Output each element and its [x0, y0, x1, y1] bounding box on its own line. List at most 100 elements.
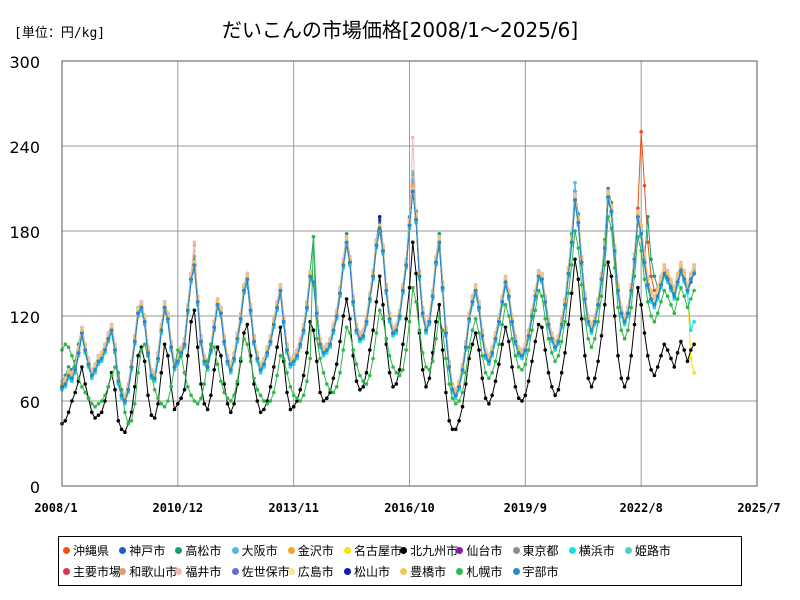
data-point: [109, 322, 114, 327]
data-point: [255, 356, 260, 361]
data-point: [152, 379, 157, 384]
data-point: [119, 393, 124, 398]
data-point: [559, 370, 564, 375]
legend-item: 姫路市: [624, 540, 681, 561]
data-point: [586, 319, 590, 324]
data-point: [437, 240, 442, 245]
data-point: [142, 342, 147, 347]
data-point: [126, 387, 130, 392]
data-point: [619, 376, 624, 381]
data-point: [116, 379, 121, 384]
data-point: [391, 385, 395, 389]
data-point: [146, 393, 150, 398]
data-point: [596, 319, 600, 324]
legend-item: 宇部市: [512, 561, 569, 582]
data-point: [500, 342, 505, 347]
data-point: [86, 362, 91, 367]
data-point: [377, 223, 382, 228]
data-point: [493, 379, 498, 384]
data-point: [202, 382, 207, 386]
data-point: [202, 359, 207, 364]
data-point: [685, 288, 690, 293]
data-point: [192, 263, 197, 267]
legend-item: 佐世保市: [231, 561, 290, 582]
data-point: [497, 342, 501, 347]
data-point: [377, 308, 382, 313]
data-point: [222, 382, 226, 386]
data-point: [325, 382, 329, 386]
data-point: [672, 311, 677, 316]
data-point: [235, 379, 240, 384]
data-point: [520, 368, 524, 372]
grid-lines: [61, 60, 758, 487]
data-point: [199, 396, 203, 401]
data-point: [374, 331, 379, 335]
data-point: [692, 266, 696, 270]
data-point: [553, 348, 557, 352]
data-point: [450, 396, 455, 401]
x-tick-label: 2010/12: [153, 501, 204, 515]
data-point: [447, 365, 452, 369]
data-point: [639, 232, 643, 236]
data-point: [364, 382, 369, 386]
data-point: [593, 336, 597, 341]
data-point: [606, 195, 610, 199]
legend-item: 主要市場: [63, 561, 121, 582]
data-point: [215, 345, 220, 350]
data-point: [344, 237, 349, 242]
data-point: [344, 240, 349, 245]
data-point: [556, 339, 561, 344]
data-point: [566, 322, 571, 327]
data-point: [599, 334, 604, 338]
data-point: [599, 294, 604, 299]
data-point: [238, 356, 243, 361]
data-point: [295, 396, 299, 401]
data-point: [639, 249, 643, 253]
data-point: [447, 419, 452, 423]
data-point: [646, 300, 650, 304]
data-point: [586, 336, 590, 341]
series-19: [60, 215, 696, 426]
data-point: [368, 297, 372, 301]
data-point: [404, 317, 409, 321]
data-point: [139, 300, 144, 304]
data-point: [513, 353, 518, 358]
data-point: [516, 353, 521, 358]
data-point: [334, 314, 339, 318]
data-point: [255, 399, 260, 403]
data-point: [146, 351, 150, 355]
data-point: [136, 370, 140, 375]
data-point: [533, 308, 538, 313]
legend-item: 北九州市: [400, 540, 458, 561]
legend-marker-icon: [512, 568, 520, 575]
series-20: [60, 189, 696, 403]
x-tick-label: 2008/1: [34, 501, 77, 515]
data-point: [437, 314, 442, 318]
data-point: [454, 402, 458, 406]
data-point: [424, 365, 428, 369]
data-point: [70, 399, 74, 403]
legend-label: 仙台市: [466, 544, 503, 558]
data-point: [573, 229, 577, 233]
data-point: [202, 402, 207, 406]
y-tick-label: 60: [20, 393, 40, 412]
data-point: [391, 334, 395, 338]
data-point: [199, 382, 203, 386]
data-point: [632, 322, 637, 327]
data-point: [553, 359, 557, 364]
data-point: [563, 302, 567, 307]
data-point: [152, 387, 157, 392]
data-point: [636, 234, 640, 239]
data-point: [626, 328, 630, 333]
data-point: [99, 399, 104, 403]
data-point: [497, 362, 501, 367]
data-point: [447, 382, 452, 386]
data-point: [685, 305, 690, 310]
data-point: [73, 390, 77, 395]
data-point: [411, 186, 415, 191]
data-point: [331, 390, 336, 395]
data-point: [503, 325, 508, 330]
data-point: [245, 274, 250, 279]
data-point: [96, 413, 101, 418]
